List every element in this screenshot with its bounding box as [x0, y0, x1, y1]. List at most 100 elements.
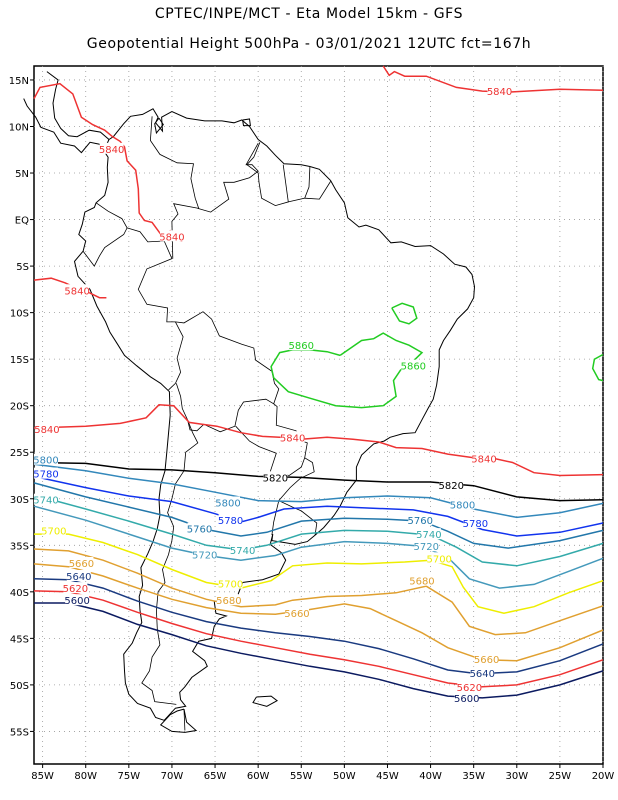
contour-5740	[33, 494, 604, 567]
contour-5820	[33, 461, 604, 502]
country-border	[149, 116, 200, 259]
contour-5780	[33, 475, 604, 537]
coastline-trinidad	[242, 118, 251, 127]
lat-tick-label: 25S	[10, 448, 29, 459]
contour-5840	[33, 404, 604, 477]
lon-tick-label: 55W	[290, 771, 313, 782]
coastline-central-america	[46, 71, 110, 140]
contour-label-bg	[280, 431, 305, 443]
lat-tick-label: 55S	[10, 727, 29, 738]
country-border	[183, 709, 186, 731]
contour-label-bg	[34, 422, 59, 434]
contour-label-bg	[65, 594, 90, 606]
contour-5720	[33, 505, 604, 589]
contour-label-5620: 5620	[457, 683, 482, 694]
country-border	[126, 227, 184, 391]
contour-5760	[33, 482, 604, 549]
contour-label-5760: 5760	[187, 525, 212, 536]
contour-label-5740: 5740	[230, 546, 255, 557]
country-border	[197, 143, 259, 213]
contour-label-5720: 5720	[414, 542, 439, 553]
contour-5700	[34, 533, 604, 614]
country-border	[235, 403, 308, 476]
contour-label-5860: 5860	[401, 362, 426, 373]
contour-label-bg	[41, 524, 66, 536]
contour-label-5800: 5800	[450, 500, 475, 511]
contour-label-bg	[487, 85, 512, 97]
lat-tick-label: EQ	[15, 216, 29, 227]
contour-label-5700: 5700	[426, 554, 451, 565]
lat-tick-label: 10S	[10, 309, 29, 320]
contour-label-5820: 5820	[439, 481, 464, 492]
contour-label-5660: 5660	[69, 559, 94, 570]
country-border	[278, 457, 318, 536]
contour-label-5800: 5800	[33, 456, 58, 467]
lon-tick-label: 85W	[31, 771, 54, 782]
lon-tick-label: 20W	[592, 771, 615, 782]
contour-label-5780: 5780	[218, 516, 243, 527]
contour-label-bg	[187, 522, 212, 534]
contour-label-5660: 5660	[474, 655, 499, 666]
contour-label-bg	[416, 528, 441, 540]
lon-tick-label: 65W	[204, 771, 227, 782]
lat-tick-label: 5S	[16, 262, 29, 273]
contour-label-5740: 5740	[416, 530, 441, 541]
contour-label-bg	[69, 556, 94, 568]
contour-label-bg	[474, 652, 499, 664]
contour-label-bg	[215, 496, 240, 508]
lon-tick-label: 35W	[462, 771, 485, 782]
contour-label-5760: 5760	[408, 516, 433, 527]
contour-label-bg	[218, 514, 243, 526]
contour-label-5680: 5680	[216, 596, 241, 607]
contour-label-5840: 5840	[471, 455, 496, 466]
country-border	[175, 311, 280, 433]
contour-label-bg	[34, 453, 58, 465]
contour-label-bg	[454, 691, 479, 703]
contour-label-5800: 5800	[215, 498, 240, 509]
contour-label-5600: 5600	[454, 694, 479, 705]
lon-tick-label: 25W	[549, 771, 572, 782]
contour-5620	[33, 590, 604, 688]
contour-label-5620: 5620	[63, 584, 88, 595]
contour-lines-layer	[33, 65, 604, 699]
contour-5800	[33, 463, 604, 519]
lon-tick-label: 50W	[333, 771, 356, 782]
contour-label-bg	[401, 359, 426, 371]
coastline-south-america	[73, 108, 476, 721]
contour-label-bg	[472, 452, 497, 464]
contour-label-bg	[289, 339, 314, 351]
map-frame	[33, 65, 604, 765]
contour-label-bg	[216, 594, 241, 606]
lat-tick-label: 20S	[10, 402, 29, 413]
contour-label-bg	[457, 680, 482, 692]
contour-label-5700: 5700	[41, 526, 66, 537]
contour-label-bg	[463, 516, 488, 528]
contour-label-5840: 5840	[487, 87, 512, 98]
chart-title: CPTEC/INPE/MCT - Eta Model 15km - GFS	[154, 6, 464, 22]
contour-label-bg	[439, 478, 464, 490]
contour-5640	[33, 578, 604, 675]
contour-label-bg	[218, 577, 243, 589]
contour-label-5640: 5640	[470, 669, 495, 680]
contour-label-bg	[63, 582, 88, 594]
contour-label-bg	[230, 543, 255, 555]
lat-tick-label: 5N	[15, 169, 29, 180]
lon-tick-label: 30W	[505, 771, 528, 782]
contour-label-bg	[34, 467, 58, 479]
contour-5660	[33, 563, 604, 662]
lake-maracaibo	[154, 117, 164, 135]
contour-label-bg	[450, 498, 475, 510]
contour-label-5780: 5780	[33, 470, 58, 481]
contour-label-5780: 5780	[463, 519, 488, 530]
lon-tick-label: 70W	[161, 771, 184, 782]
lat-tick-label: 40S	[10, 588, 29, 599]
lon-tick-label: 60W	[247, 771, 270, 782]
contour-label-bg	[159, 230, 184, 242]
coastline-falklands	[252, 695, 279, 707]
lat-tick-label: 45S	[10, 634, 29, 645]
lat-tick-label: 15N	[9, 76, 29, 87]
contour-label-bg	[192, 548, 217, 560]
contour-label-5740: 5740	[33, 496, 58, 507]
contour-5680	[33, 548, 604, 636]
